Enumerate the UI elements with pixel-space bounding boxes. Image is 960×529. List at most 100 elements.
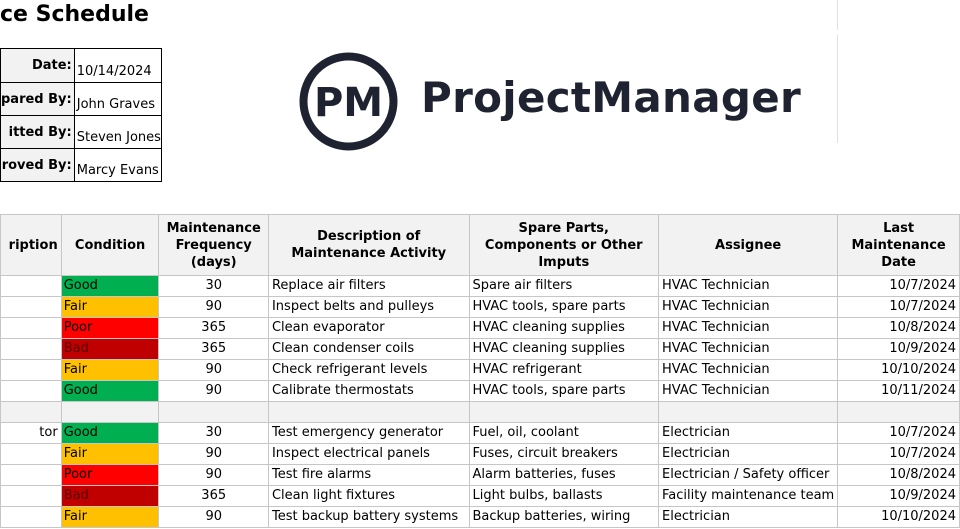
cell-condition[interactable]: Bad bbox=[60, 485, 160, 507]
cell-last-maintenance-date[interactable]: 10/8/2024 bbox=[837, 464, 960, 486]
column-divider bbox=[837, 0, 838, 30]
header-assignee: Assignee bbox=[658, 214, 839, 276]
cell-spare-parts[interactable]: Spare air filters bbox=[468, 275, 660, 297]
cell-frequency[interactable]: 90 bbox=[158, 443, 269, 465]
info-value[interactable]: John Graves bbox=[73, 82, 162, 116]
cell-spare-parts[interactable]: HVAC tools, spare parts bbox=[468, 296, 660, 318]
cell-last-maintenance-date[interactable]: 10/9/2024 bbox=[837, 338, 960, 360]
cell-activity[interactable]: Replace air filters bbox=[267, 275, 470, 297]
table-row: Good 30 Replace air filters Spare air filte… bbox=[0, 275, 960, 297]
cell-description[interactable] bbox=[0, 485, 62, 507]
cell-last-maintenance-date[interactable]: 10/9/2024 bbox=[837, 485, 960, 507]
cell-frequency[interactable]: 365 bbox=[158, 317, 269, 339]
empty-cell[interactable] bbox=[60, 401, 160, 423]
cell-activity[interactable]: Clean evaporator bbox=[267, 317, 470, 339]
cell-activity[interactable]: Clean light fixtures bbox=[267, 485, 470, 507]
cell-last-maintenance-date[interactable]: 10/10/2024 bbox=[837, 359, 960, 381]
cell-spare-parts[interactable]: HVAC refrigerant bbox=[468, 359, 660, 381]
cell-spare-parts[interactable]: Alarm batteries, fuses bbox=[468, 464, 660, 486]
empty-cell[interactable] bbox=[267, 401, 470, 423]
cell-frequency[interactable]: 90 bbox=[158, 380, 269, 402]
cell-spare-parts[interactable]: HVAC tools, spare parts bbox=[468, 380, 660, 402]
cell-condition[interactable]: Bad bbox=[60, 338, 160, 360]
cell-condition[interactable]: Fair bbox=[60, 506, 160, 528]
cell-last-maintenance-date[interactable]: 10/7/2024 bbox=[837, 443, 960, 465]
info-row-date: Date: 10/14/2024 bbox=[0, 48, 162, 83]
cell-description[interactable] bbox=[0, 380, 62, 402]
header-description: ription bbox=[0, 214, 62, 276]
cell-frequency[interactable]: 90 bbox=[158, 359, 269, 381]
cell-frequency[interactable]: 30 bbox=[158, 422, 269, 444]
cell-frequency[interactable]: 90 bbox=[158, 296, 269, 318]
cell-last-maintenance-date[interactable]: 10/8/2024 bbox=[837, 317, 960, 339]
cell-condition[interactable]: Good bbox=[60, 422, 160, 444]
cell-description[interactable] bbox=[0, 506, 62, 528]
table-row: Poor 90 Test fire alarms Alarm batteries, f… bbox=[0, 464, 960, 486]
cell-frequency[interactable]: 365 bbox=[158, 485, 269, 507]
cell-description[interactable] bbox=[0, 443, 62, 465]
cell-assignee[interactable]: Electrician bbox=[658, 443, 839, 465]
cell-condition[interactable]: Good bbox=[60, 275, 160, 297]
cell-condition[interactable]: Poor bbox=[60, 464, 160, 486]
cell-frequency[interactable]: 90 bbox=[158, 464, 269, 486]
cell-assignee[interactable]: HVAC Technician bbox=[658, 380, 839, 402]
empty-cell[interactable] bbox=[837, 401, 960, 423]
cell-activity[interactable]: Check refrigerant levels bbox=[267, 359, 470, 381]
cell-activity[interactable]: Calibrate thermostats bbox=[267, 380, 470, 402]
cell-last-maintenance-date[interactable]: 10/7/2024 bbox=[837, 422, 960, 444]
info-row-approved-by: roved By: Marcy Evans bbox=[0, 148, 162, 182]
cell-spare-parts[interactable]: Backup batteries, wiring bbox=[468, 506, 660, 528]
cell-description[interactable] bbox=[0, 317, 62, 339]
cell-description[interactable] bbox=[0, 338, 62, 360]
empty-cell[interactable] bbox=[658, 401, 839, 423]
cell-activity[interactable]: Test emergency generator bbox=[267, 422, 470, 444]
cell-spare-parts[interactable]: Fuses, circuit breakers bbox=[468, 443, 660, 465]
table-row: Bad 365 Clean light fixtures Light bulbs, b… bbox=[0, 485, 960, 507]
cell-frequency[interactable]: 365 bbox=[158, 338, 269, 360]
cell-assignee[interactable]: Electrician / Safety officer bbox=[658, 464, 839, 486]
cell-condition[interactable]: Good bbox=[60, 380, 160, 402]
cell-frequency[interactable]: 30 bbox=[158, 275, 269, 297]
cell-spare-parts[interactable]: Light bulbs, ballasts bbox=[468, 485, 660, 507]
info-value[interactable]: Marcy Evans bbox=[73, 148, 162, 182]
cell-description[interactable]: tor bbox=[0, 422, 62, 444]
cell-spare-parts[interactable]: HVAC cleaning supplies bbox=[468, 317, 660, 339]
cell-last-maintenance-date[interactable]: 10/10/2024 bbox=[837, 506, 960, 528]
cell-condition[interactable]: Fair bbox=[60, 359, 160, 381]
cell-assignee[interactable]: Electrician bbox=[658, 506, 839, 528]
cell-last-maintenance-date[interactable]: 10/7/2024 bbox=[837, 296, 960, 318]
cell-assignee[interactable]: HVAC Technician bbox=[658, 275, 839, 297]
cell-frequency[interactable]: 90 bbox=[158, 506, 269, 528]
cell-activity[interactable]: Clean condenser coils bbox=[267, 338, 470, 360]
cell-activity[interactable]: Inspect belts and pulleys bbox=[267, 296, 470, 318]
cell-spare-parts[interactable]: HVAC cleaning supplies bbox=[468, 338, 660, 360]
cell-spare-parts[interactable]: Fuel, oil, coolant bbox=[468, 422, 660, 444]
cell-last-maintenance-date[interactable]: 10/7/2024 bbox=[837, 275, 960, 297]
cell-assignee[interactable]: HVAC Technician bbox=[658, 338, 839, 360]
cell-assignee[interactable]: HVAC Technician bbox=[658, 359, 839, 381]
cell-description[interactable] bbox=[0, 359, 62, 381]
cell-assignee[interactable]: Electrician bbox=[658, 422, 839, 444]
empty-cell[interactable] bbox=[158, 401, 269, 423]
cell-activity[interactable]: Test fire alarms bbox=[267, 464, 470, 486]
info-label: pared By: bbox=[0, 82, 75, 116]
cell-assignee[interactable]: HVAC Technician bbox=[658, 317, 839, 339]
cell-condition[interactable]: Fair bbox=[60, 296, 160, 318]
cell-activity[interactable]: Test backup battery systems bbox=[267, 506, 470, 528]
cell-condition[interactable]: Fair bbox=[60, 443, 160, 465]
cell-last-maintenance-date[interactable]: 10/11/2024 bbox=[837, 380, 960, 402]
projectmanager-logo: PM ProjectManager bbox=[298, 48, 808, 152]
cell-assignee[interactable]: HVAC Technician bbox=[658, 296, 839, 318]
cell-condition[interactable]: Poor bbox=[60, 317, 160, 339]
cell-description[interactable] bbox=[0, 296, 62, 318]
cell-activity[interactable]: Inspect electrical panels bbox=[267, 443, 470, 465]
cell-description[interactable] bbox=[0, 275, 62, 297]
cell-assignee[interactable]: Facility maintenance team bbox=[658, 485, 839, 507]
empty-cell[interactable] bbox=[0, 401, 62, 423]
table-row: Poor 365 Clean evaporator HVAC cleaning sup… bbox=[0, 317, 960, 339]
info-row-prepared-by: pared By: John Graves bbox=[0, 82, 162, 116]
info-value[interactable]: 10/14/2024 bbox=[73, 48, 162, 83]
info-value[interactable]: Steven Jones bbox=[73, 115, 162, 149]
cell-description[interactable] bbox=[0, 464, 62, 486]
empty-cell[interactable] bbox=[468, 401, 660, 423]
